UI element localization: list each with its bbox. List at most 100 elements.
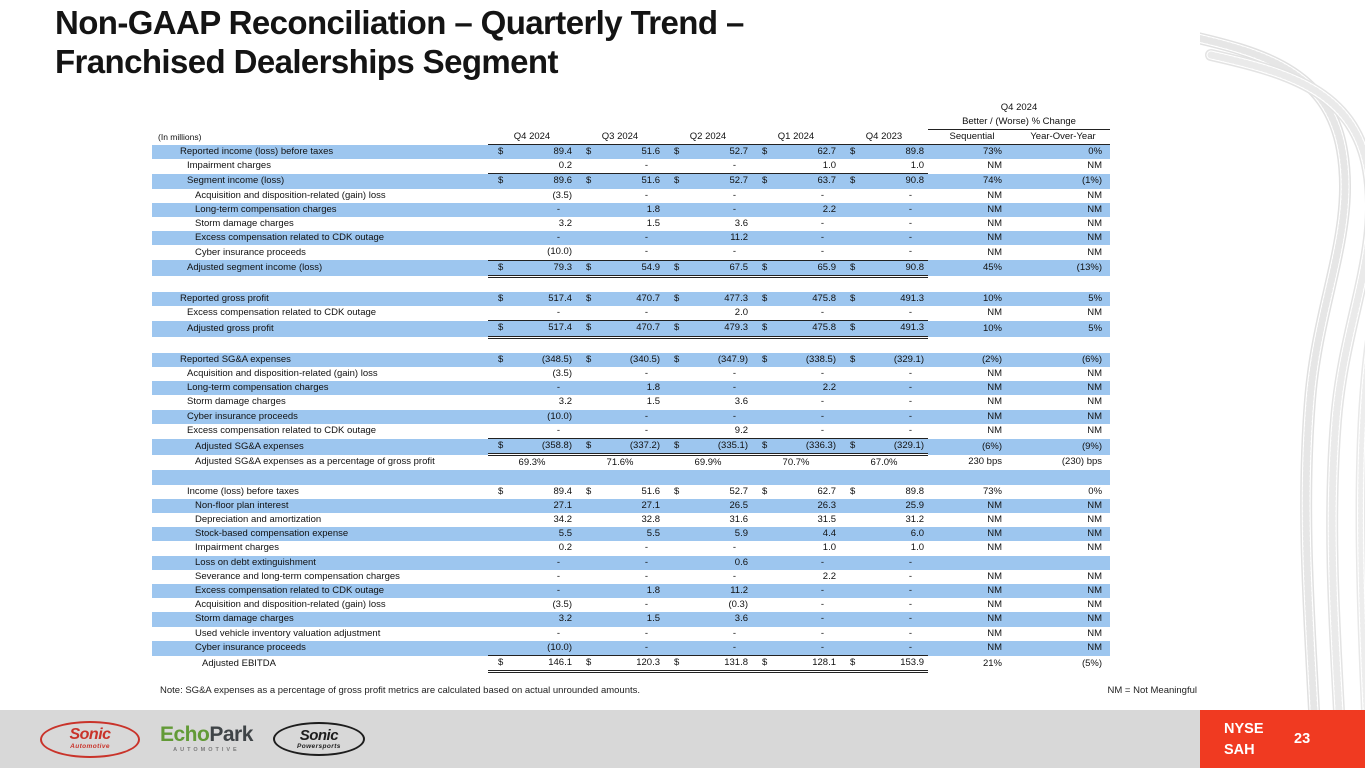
value-cell: [488, 337, 576, 353]
value-cell: -: [488, 202, 576, 218]
yoy-cell: NM: [1087, 396, 1103, 408]
value-cell: 71.6%: [606, 457, 634, 469]
sequential-cell: NM: [987, 627, 1002, 639]
value-cell: $475.8: [752, 320, 840, 339]
value-cell: -: [556, 570, 560, 582]
table-row: Reported SG&A expenses $ (348.5) $ (340.5) $(…: [152, 352, 1111, 368]
currency-symbol: $: [850, 440, 856, 452]
sequential-cell: (2%): [928, 352, 1016, 368]
currency-symbol: $: [498, 146, 504, 157]
yoy-cell: NM: [1016, 640, 1111, 656]
row-label: [152, 276, 488, 292]
value-cell: $ (348.5): [488, 352, 576, 368]
value-cell: $470.7: [576, 292, 664, 307]
sequential-cell: NM: [987, 218, 1002, 230]
value-cell: -: [908, 218, 912, 230]
value-cell: -: [820, 189, 824, 201]
value-cell: $89.6: [488, 173, 576, 189]
row-label: Used vehicle inventory valuation adjustm…: [195, 627, 381, 639]
value-cell: $89.4: [488, 485, 576, 499]
value-cell: 69.3%: [518, 457, 546, 469]
value-cell: 25.9: [840, 498, 928, 514]
value-cell: 9.2: [664, 423, 752, 440]
value-cell: -: [820, 627, 824, 639]
value-cell: $62.7: [752, 485, 840, 499]
value-cell: $475.8: [752, 292, 840, 307]
value-cell: -: [752, 423, 840, 440]
sequential-cell: [928, 337, 1016, 353]
value-cell: 70.7%: [782, 457, 810, 469]
value-cell: -: [908, 570, 912, 582]
yoy-cell: (13%): [1016, 260, 1111, 277]
currency-symbol: $: [762, 657, 768, 669]
value-cell: [488, 470, 576, 485]
value-cell: [576, 470, 664, 485]
value-cell: 26.3: [752, 498, 840, 514]
row-label: Excess compensation related to CDK outag…: [187, 307, 377, 319]
value-cell: $128.1: [752, 655, 840, 674]
yoy-cell: 5%: [1016, 320, 1111, 338]
col-q3-2024: Q3 2024: [576, 129, 664, 145]
value-cell: -: [908, 189, 912, 201]
value-cell: -: [908, 396, 912, 408]
value-cell: 3.6: [734, 218, 748, 230]
table-row: Impairment charges 0.2 - - 1.0 1.0 NM NM: [152, 541, 1110, 555]
value-cell: $ (347.9): [664, 352, 752, 368]
currency-symbol: $: [762, 485, 768, 497]
sequential-cell: [928, 555, 1016, 570]
value-cell: $52.7: [664, 485, 752, 499]
table-row: Severance and long-term compensation cha…: [152, 570, 1110, 584]
value-cell: 1.8: [576, 584, 664, 599]
value-cell: $51.6: [576, 485, 664, 499]
sequential-cell: NM: [987, 599, 1002, 611]
value-cell: -: [664, 245, 752, 261]
value-cell: $65.9: [752, 260, 840, 278]
value-cell: -: [644, 599, 648, 611]
value-cell: [664, 470, 752, 485]
value-cell: [664, 276, 752, 292]
sequential-cell: 21%: [982, 657, 1002, 669]
yoy-cell: NM: [1016, 612, 1111, 627]
currency-symbol: $: [762, 146, 768, 157]
value-cell: $52.7: [664, 173, 752, 189]
currency-symbol: $: [850, 485, 856, 497]
yoy-cell: NM: [1087, 514, 1103, 526]
value-cell: 1.5: [646, 218, 660, 230]
footnote-row: Note: SG&A expenses as a percentage of g…: [160, 685, 1197, 696]
value-cell: 69.9%: [694, 457, 722, 469]
currency-symbol: $: [762, 293, 768, 305]
value-cell: $479.3: [664, 320, 752, 339]
table-row: Used vehicle inventory valuation adjustm…: [152, 627, 1110, 641]
value-cell: $54.9: [576, 260, 664, 278]
sequential-cell: NM: [987, 307, 1002, 319]
value-cell: 1.0: [822, 542, 836, 554]
value-cell: 1.8: [576, 202, 664, 218]
currency-symbol: $: [586, 322, 592, 334]
value-cell: -: [840, 202, 928, 218]
table-row: Cyber insurance proceeds (10.0) - - - - NM NM: [152, 409, 1111, 424]
table-row: Loss on debt extinguishment - -0.6- -: [152, 555, 1111, 570]
row-label: Cyber insurance proceeds: [152, 640, 488, 656]
row-label: Depreciation and amortization: [195, 514, 322, 526]
reconciliation-table: Q4 2024 Better / (Worse) % Change (In mi…: [152, 101, 1111, 674]
value-cell: [664, 337, 752, 353]
value-cell: $62.7: [752, 144, 840, 160]
value-cell: 3.2: [558, 218, 572, 230]
value-cell: 34.2: [553, 514, 573, 526]
value-cell: [576, 276, 664, 292]
value-cell: 3.6: [664, 612, 752, 627]
value-cell: -: [664, 409, 752, 424]
currency-symbol: $: [850, 175, 856, 187]
yoy-cell: NM: [1087, 542, 1103, 554]
value-cell: -: [820, 396, 824, 408]
col-sequential: Sequential: [928, 129, 1016, 145]
value-cell: $153.9: [840, 655, 928, 674]
table-row: Reported income (loss) before taxes $89.4…: [152, 144, 1111, 160]
page-title: Non-GAAP Reconciliation – Quarterly Tren…: [55, 4, 1015, 82]
currency-symbol: $: [674, 657, 680, 669]
value-cell: 2.2: [822, 570, 836, 582]
value-cell: -: [908, 599, 912, 611]
sequential-cell: NM: [928, 202, 1016, 218]
value-cell: 27.1: [576, 498, 664, 514]
value-cell: -: [752, 306, 840, 322]
